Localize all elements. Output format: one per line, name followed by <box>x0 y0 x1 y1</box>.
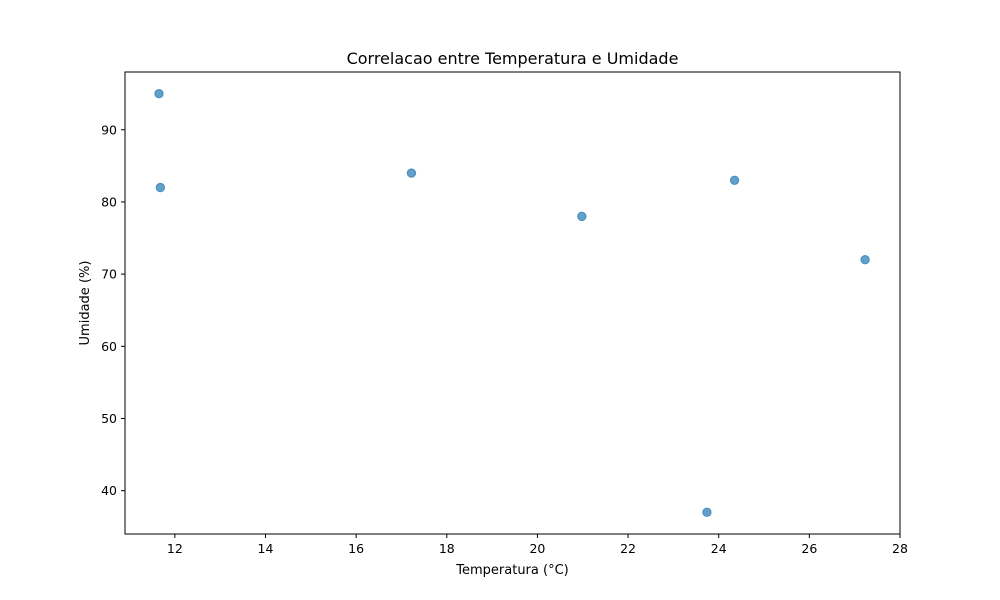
y-axis-label: Umidade (%) <box>78 261 93 346</box>
x-axis-label: Temperatura (°C) <box>455 563 568 578</box>
y-tick-label: 80 <box>101 194 117 209</box>
data-point <box>860 254 870 265</box>
x-axis: 12 14 16 18 20 22 24 26 28 <box>167 534 908 556</box>
y-tick-label: 40 <box>101 483 117 498</box>
data-point <box>577 211 587 222</box>
x-tick-label: 26 <box>801 541 817 556</box>
data-point <box>155 182 166 193</box>
y-axis: 40 50 60 70 80 90 <box>101 122 125 498</box>
x-tick-label: 12 <box>167 541 183 556</box>
x-tick-label: 16 <box>348 541 364 556</box>
y-tick-label: 90 <box>101 122 117 137</box>
data-points <box>154 88 870 518</box>
data-point <box>154 88 164 99</box>
y-tick-label: 50 <box>101 411 117 426</box>
x-tick-label: 18 <box>439 541 455 556</box>
y-tick-label: 60 <box>101 339 117 354</box>
x-tick-label: 22 <box>620 541 636 556</box>
data-point <box>406 168 417 178</box>
data-point <box>729 175 740 185</box>
chart-title: Correlacao entre Temperatura e Umidade <box>347 49 679 68</box>
x-tick-label: 14 <box>258 541 274 556</box>
x-tick-label: 24 <box>711 541 727 556</box>
y-tick-label: 70 <box>101 267 117 282</box>
plot-area <box>124 71 901 535</box>
x-tick-label: 28 <box>892 541 908 556</box>
x-tick-label: 20 <box>529 541 545 556</box>
data-point <box>702 507 712 518</box>
